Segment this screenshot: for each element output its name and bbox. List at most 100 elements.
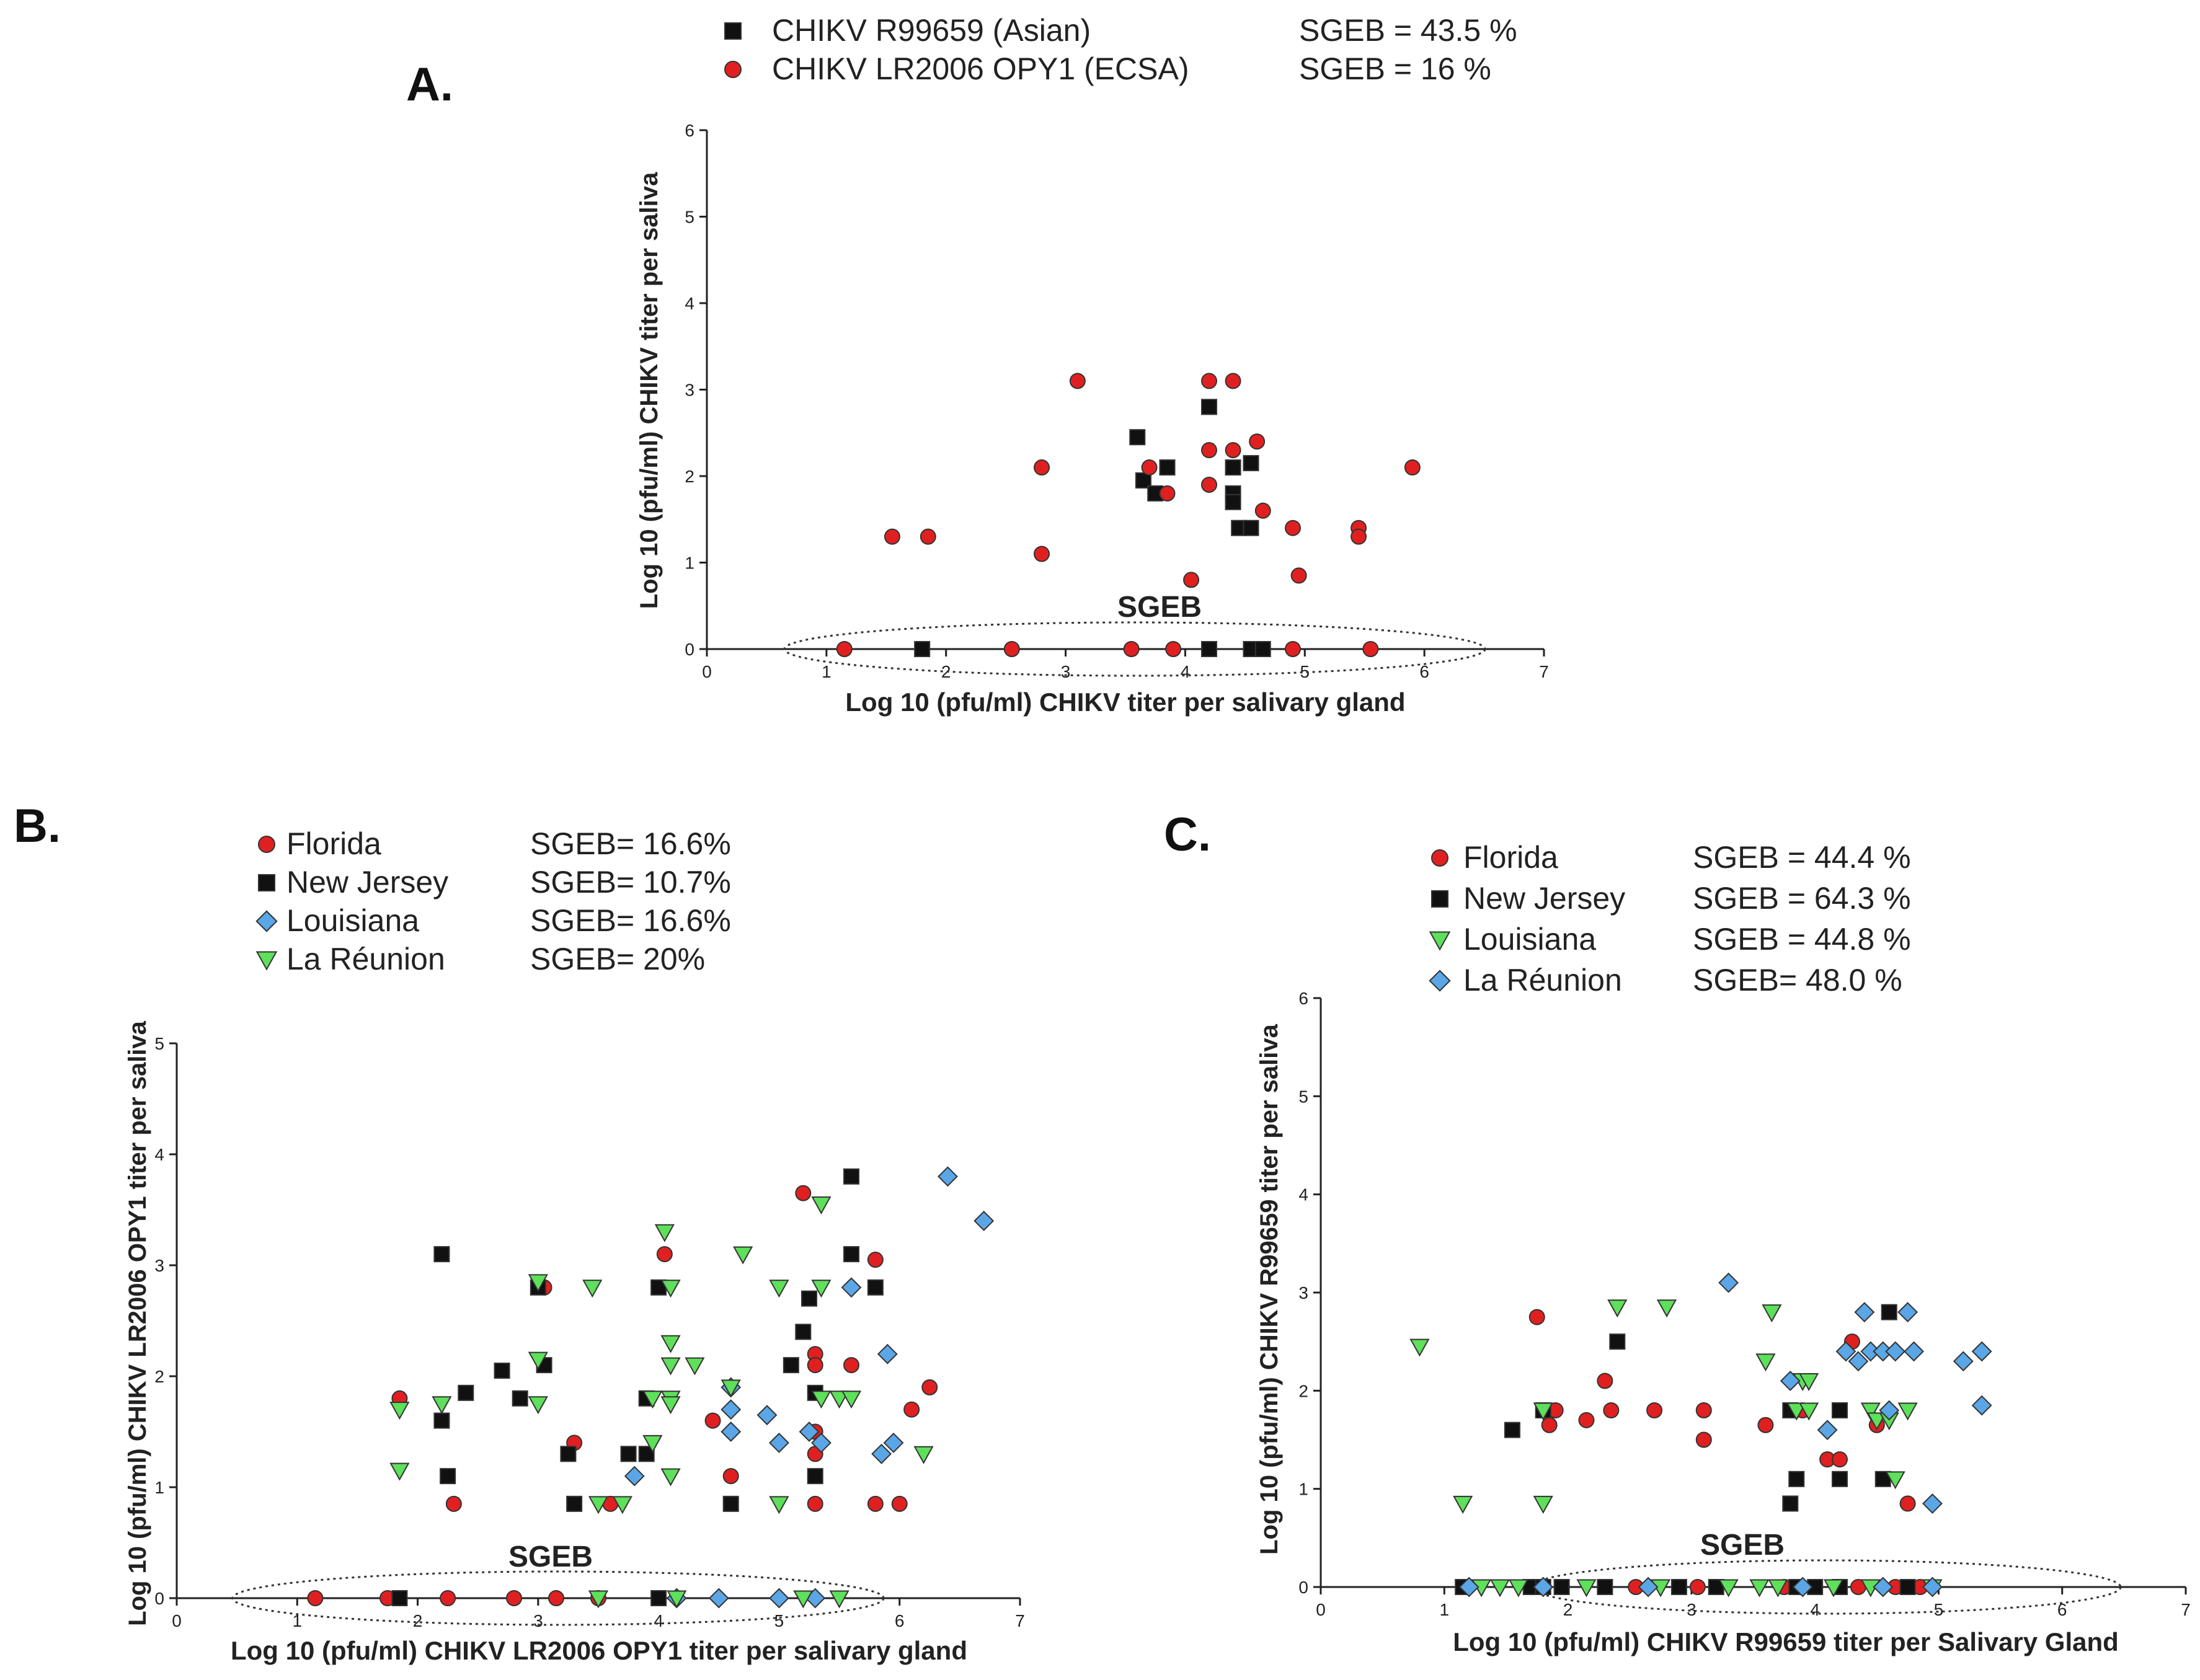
panel-b-point <box>458 1384 474 1401</box>
panel-a-xtick-label: 3 <box>1061 662 1071 681</box>
panel-a-ytick-label: 6 <box>685 121 694 140</box>
panel-a-point <box>1201 399 1217 415</box>
panel-c-point <box>1578 1412 1595 1428</box>
panel-c-letter: C. <box>1164 808 1211 861</box>
panel-b-point <box>528 1396 548 1415</box>
panel-b-point <box>891 1495 908 1512</box>
panel-b-point <box>528 1351 548 1370</box>
panel-c-point <box>1832 1402 1848 1418</box>
panel-b-point <box>667 1590 687 1609</box>
panel-b-ytick-label: 3 <box>154 1256 164 1275</box>
panel-a-ytick-label: 1 <box>685 554 694 573</box>
panel-b-xtick-label: 2 <box>413 1611 423 1630</box>
panel-a-xtick-label: 5 <box>1300 662 1310 681</box>
panel-b-point <box>624 1466 645 1487</box>
panel-c-xtick-label: 0 <box>1316 1600 1326 1619</box>
legend-a-sgeb-0: SGEB = 43.5 % <box>1299 13 1517 48</box>
panel-b-point <box>733 1246 753 1265</box>
panel-b-point <box>440 1468 456 1485</box>
panel-b-point <box>722 1495 739 1512</box>
panel-b: B. Florida SGEB= 16.6% New Jersey SGEB= 10.7… <box>14 800 1025 1665</box>
panel-c-ytick-label: 5 <box>1298 1087 1308 1106</box>
legend-c-sgeb-0: SGEB = 44.4 % <box>1693 840 1911 875</box>
panel-c-xtick-label: 6 <box>2057 1600 2067 1619</box>
panel-b-point <box>913 1446 934 1464</box>
panel-b-point <box>769 1432 789 1453</box>
panel-b-point <box>877 1343 898 1364</box>
panel-c-point <box>1695 1431 1712 1448</box>
panel-c: C. Florida SGEB = 44.4 % New Jersey SGEB = 6… <box>1164 808 2191 1656</box>
panel-a-point <box>1159 459 1176 476</box>
panel-b-ytick-label: 2 <box>154 1367 164 1386</box>
panel-b-point <box>391 1590 408 1606</box>
panel-c-point <box>1971 1341 1992 1362</box>
panel-c-point <box>1792 1576 1813 1598</box>
panel-a-point <box>1404 459 1421 476</box>
panel-b-point <box>793 1590 814 1609</box>
panel-c-point <box>1646 1402 1663 1418</box>
panel-c-point <box>1757 1417 1774 1433</box>
panel-c-point <box>1718 1579 1739 1598</box>
panel-b-point <box>721 1379 741 1398</box>
panel-b-point <box>903 1401 920 1418</box>
panel-b-point <box>445 1495 462 1512</box>
panel-a-x-label: Log 10 (pfu/ml) CHIKV titer per salivary… <box>845 687 1405 717</box>
panel-a-point <box>1069 373 1086 389</box>
panel-b-point <box>721 1421 742 1442</box>
panel-b-point <box>708 1588 729 1609</box>
panel-c-x-label: Log 10 (pfu/ml) CHIKV R99659 titer per S… <box>1453 1627 2119 1656</box>
panel-a-letter: A. <box>406 58 453 111</box>
panel-c-point <box>1835 1341 1856 1362</box>
panel-b-point <box>795 1185 812 1201</box>
panel-c-point <box>1899 1579 1916 1595</box>
panel-b-point <box>548 1590 564 1606</box>
panel-a-xtick-label: 0 <box>702 662 712 681</box>
panel-a-point <box>1225 442 1241 459</box>
panel-c-point <box>1899 1495 1916 1512</box>
panel-b-point <box>660 1357 681 1376</box>
panel-c-sgeb-label: SGEB <box>1700 1529 1785 1562</box>
panel-b-ytick-label: 0 <box>154 1589 164 1608</box>
panel-c-point <box>1749 1579 1770 1598</box>
panel-b-point <box>829 1390 849 1409</box>
panel-c-point <box>1860 1402 1881 1421</box>
panel-c-point <box>1670 1579 1687 1595</box>
panel-b-point <box>566 1495 583 1512</box>
legend-b-marker-1 <box>258 874 275 891</box>
panel-b-x-label: Log 10 (pfu/ml) CHIKV LR2006 OPY1 titer … <box>231 1636 967 1665</box>
panel-a-point <box>1290 567 1307 584</box>
legend-c-label-3: La Réunion <box>1463 963 1622 997</box>
panel-b-point <box>841 1390 862 1409</box>
panel-a-point <box>1165 641 1182 657</box>
panel-a-point <box>1254 641 1271 657</box>
panel-b-point <box>871 1443 892 1464</box>
panel-c-point <box>1553 1579 1570 1595</box>
panel-c-point <box>1508 1579 1528 1598</box>
panel-a-ytick-label: 4 <box>685 294 694 313</box>
panel-a-xtick-label: 1 <box>822 662 832 681</box>
panel-c-point <box>1528 1309 1545 1325</box>
panel-a-point <box>1249 433 1266 450</box>
panel-c-point <box>1504 1421 1520 1438</box>
legend-b-sgeb-3: SGEB= 20% <box>530 942 705 976</box>
panel-b-point <box>440 1590 456 1606</box>
panel-b-series-1 <box>391 1168 884 1606</box>
panel-b-point <box>528 1274 548 1293</box>
panel-b-point <box>389 1462 410 1481</box>
panel-a-sgeb-ellipse <box>783 621 1486 677</box>
legend-a-sgeb-1: SGEB = 16 % <box>1299 51 1491 86</box>
panel-b-ytick-label: 1 <box>154 1478 164 1497</box>
panel-a-point <box>836 641 853 657</box>
legend-c-label-0: Florida <box>1463 840 1558 875</box>
legend-c-label-2: Louisiana <box>1463 922 1596 957</box>
panel-a-point <box>1362 641 1379 657</box>
panel-b-point <box>656 1246 673 1263</box>
panel-a-point <box>1243 519 1259 536</box>
panel-c-point <box>1922 1576 1943 1598</box>
panel-b-point <box>769 1280 789 1298</box>
panel-a-y-label: Log 10 (pfu/ml) CHIKV titer per saliva <box>636 172 663 609</box>
panel-b-point <box>883 1432 904 1453</box>
panel-c-point <box>1689 1579 1706 1595</box>
panel-c-point <box>1762 1304 1782 1323</box>
